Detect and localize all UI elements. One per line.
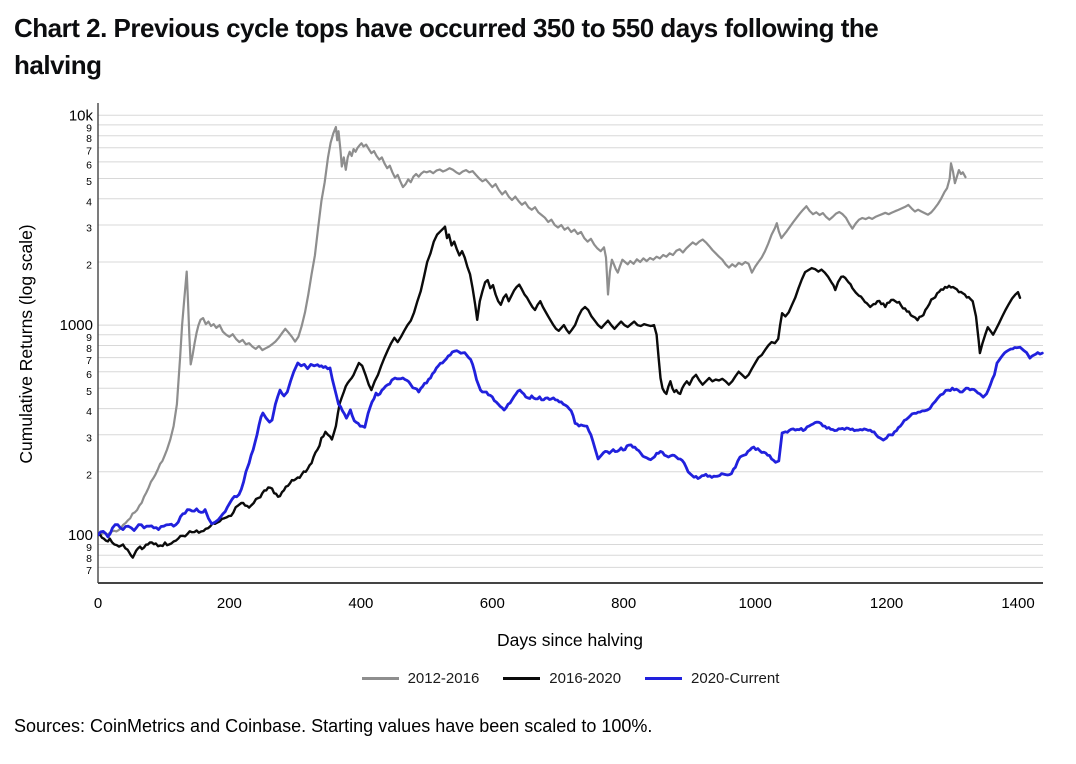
y-minor-tick-label: 5 [86,386,92,398]
y-minor-tick-label: 6 [86,159,92,171]
x-axis-tick-labels: 0 200 400 600 800 1000 1200 1400 [94,595,1035,612]
y-minor-tick-label: 3 [86,223,92,235]
y-minor-tick-label: 4 [86,196,92,208]
x-tick-label: 200 [217,595,242,612]
chart-legend: 2012-2016 2016-2020 2020-Current [98,670,1043,687]
legend-swatch-icon [503,677,541,680]
y-minor-tick-label: 6 [86,369,92,381]
y-minor-tick-label: 7 [86,565,92,577]
y-minor-tick-label: 9 [86,332,92,344]
legend-item-2012-2016: 2012-2016 [361,670,480,687]
y-minor-tick-label: 3 [86,432,92,444]
x-tick-label: 1200 [870,595,903,612]
y-minor-tick-label: 7 [86,355,92,367]
chart-title-line2: halving [14,50,102,80]
x-tick-label: 400 [348,595,373,612]
legend-swatch-icon [361,677,399,680]
x-tick-label: 0 [94,595,102,612]
y-tick-label: 100 [68,527,93,544]
x-tick-label: 800 [611,595,636,612]
series-line-2016-2020 [98,225,1022,559]
y-minor-tick-label: 8 [86,343,92,355]
y-minor-tick-label: 2 [86,260,92,272]
y-minor-tick-label: 8 [86,133,92,145]
x-tick-label: 1400 [1001,595,1034,612]
x-axis-title: Days since halving [497,630,643,650]
y-minor-tick-label: 9 [86,122,92,134]
legend-item-2016-2020: 2016-2020 [503,670,621,687]
legend-item-2020-Current: 2020-Current [645,670,779,687]
y-tick-label: 10k [69,107,94,124]
y-tick-label: 1000 [60,317,93,334]
series-line-2020-Current [98,345,1044,539]
legend-label: 2020-Current [691,670,780,687]
y-minor-tick-label: 5 [86,176,92,188]
y-axis-title: Cumulative Returns (log scale) [16,224,36,463]
source-note: Sources: CoinMetrics and Coinbase. Start… [14,716,653,736]
axes [97,103,1043,584]
series-lines [98,125,1044,559]
y-minor-tick-label: 4 [86,406,92,418]
y-minor-tick-label: 2 [86,469,92,481]
legend-swatch-icon [645,677,683,680]
x-tick-label: 600 [480,595,505,612]
y-minor-tick-label: 7 [86,145,92,157]
y-minor-tick-label: 9 [86,542,92,554]
chart-title: Chart 2. Previous cycle tops have occurr… [14,10,1068,84]
legend-label: 2012-2016 [407,670,480,687]
y-minor-tick-label: 8 [86,553,92,565]
series-line-2012-2016 [98,125,967,537]
legend-label: 2016-2020 [549,670,622,687]
x-tick-label: 1000 [739,595,772,612]
chart-title-line1: Chart 2. Previous cycle tops have occurr… [14,13,879,43]
